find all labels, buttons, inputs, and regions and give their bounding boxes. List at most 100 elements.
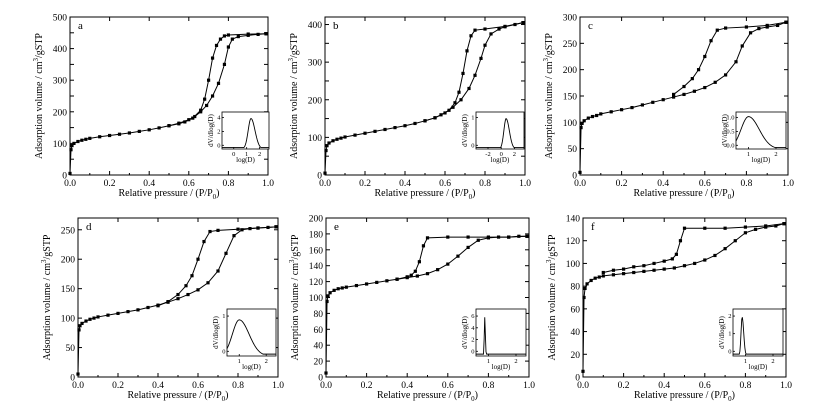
adsorption-point [226,45,230,49]
adsorption-point [375,280,379,284]
panel-b: 0.0 0.2 0.4 0.6 0.8 1.00100200300400Relative … [287,16,531,201]
inset-x-label: log(D) [242,363,261,371]
x-axis-label-main: Relative pressure / (P/P [375,188,470,199]
adsorption-point [335,137,339,141]
adsorption-point [88,136,92,140]
x-axis-label-sub: 0 [222,395,226,403]
x-tick-label: 0.6 [442,381,454,391]
desorption-point [421,244,426,248]
y-tick-label: 100 [308,134,323,144]
adsorption-point [325,299,329,304]
inset-x-tick-label: 0 [500,151,503,158]
inset-y-tick-label: 1 [222,313,225,320]
adsorption-point [585,282,589,286]
adsorption-point [332,288,336,292]
y-axis-label: Adsorption volume / cm3/gSTP [545,234,558,360]
adsorption-point [733,239,737,243]
y-tick-label: 400 [308,21,323,31]
x-axis-label-sub: 0 [471,395,475,403]
desorption-point [469,34,473,38]
y-tick-label: 40 [571,328,581,338]
adsorption-point [497,27,501,31]
adsorption-point [70,144,74,148]
inset-y-label: dV/dlog(D) [718,316,726,349]
desorption-point [764,224,768,228]
y-tick-label: 0 [572,172,577,182]
desorption-point [183,120,187,124]
adsorption-point [446,262,450,266]
adsorption-point [734,60,738,64]
y-axis-label-sup: 3 [545,259,553,263]
panel-label: d [86,221,92,233]
desorption-point [256,226,260,230]
adsorption-point [328,291,332,295]
adsorption-point [363,131,367,135]
x-tick-label: 1.0 [523,381,535,391]
x-tick-label: 0.2 [618,381,630,391]
y-tick-label: 250 [61,226,76,236]
adsorption-point [354,283,359,288]
inset-x-label: log(D) [752,156,771,164]
y-tick-label: 200 [308,96,323,106]
y-tick-label: 150 [563,93,578,103]
y-tick-label: 20 [571,351,581,361]
y-tick-label: 200 [61,256,76,266]
desorption-point [167,124,171,128]
y-axis-label-tail: /gSTP [544,33,555,58]
x-tick-label: 0.8 [232,381,244,391]
adsorption-point [240,228,244,232]
y-tick-label: 80 [571,283,581,293]
y-tick-label: 100 [309,294,324,304]
adsorption-point [757,26,761,31]
x-tick-label: 0.4 [399,179,411,189]
desorption-point [632,265,636,269]
adsorption-point [76,372,80,376]
y-tick-label: 160 [309,246,324,256]
adsorption-point [232,234,236,238]
desorption-point [457,90,461,94]
adsorption-point [661,98,665,102]
adsorption-point [436,268,440,272]
y-axis-label-main: Adsorption volume / cm [544,61,555,159]
adsorption-point [622,272,626,276]
x-tick-label: 1.0 [272,381,284,391]
inset-curve [476,317,526,355]
panel-e: 0.0 0.2 0.4 0.6 0.8 1.00204060801001201401601… [288,215,535,404]
x-tick-label: 0.2 [359,179,371,189]
adsorption-point [210,94,215,98]
y-tick-label: 100 [566,260,581,270]
adsorption-point [582,119,586,123]
x-tick-label: 0.2 [112,381,124,391]
inset-y-tick-label: 0 [471,142,474,149]
y-tick-label: 140 [309,262,324,272]
desorption-point [678,239,683,243]
adsorption-point [620,108,624,112]
adsorption-point [344,285,348,289]
inset-y-tick-label: 0 [222,348,225,355]
inset-y-tick-label: 1 [471,115,474,122]
inset-curve [226,319,276,355]
adsorption-point [581,369,585,373]
x-tick-label: 0.2 [104,179,116,189]
inset-y-label: dV/dlog(D) [721,114,729,147]
adsorption-point [383,127,387,132]
desorption-point [191,116,195,120]
adsorption-point [723,247,727,251]
inset-x-tick-label: 2 [514,358,517,365]
desorption-point [264,32,268,36]
x-tick-label: 0.8 [482,381,494,391]
y-tick-label: 100 [61,315,76,325]
adsorption-point [224,251,228,255]
adsorption-point [748,31,753,35]
x-tick-label: 0.0 [574,179,586,189]
x-axis-label-tail: ) [732,390,735,401]
x-axis-label-tail: ) [475,390,478,401]
x-axis-label-sub: 0 [728,193,732,201]
inset-x-label: log(D) [492,363,511,371]
desorption-point [765,23,769,28]
adsorption-point [117,132,122,136]
adsorption-point [489,32,493,36]
desorption-point [466,235,470,239]
